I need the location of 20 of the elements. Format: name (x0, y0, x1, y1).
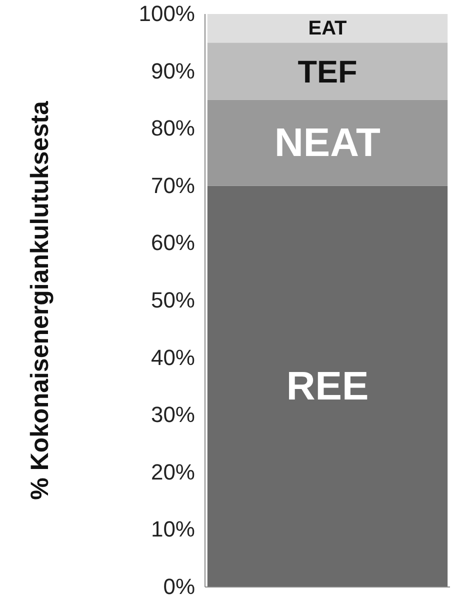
y-tick-label: 100% (138, 1, 195, 26)
y-tick-label: 80% (150, 116, 195, 141)
series-label: EAT (308, 17, 347, 40)
y-tick-label: 90% (150, 58, 195, 84)
y-tick-label: 20% (150, 459, 195, 484)
y-tick-label: 40% (150, 344, 195, 370)
series-label: NEAT (274, 120, 380, 165)
series-label: REE (286, 364, 369, 408)
bar (207, 14, 448, 43)
y-tick-label: 10% (150, 516, 195, 542)
y-tick-label: 30% (150, 402, 195, 428)
y-tick-label: 70% (150, 172, 195, 198)
bar (207, 186, 448, 587)
y-tick-label: 50% (150, 288, 195, 313)
y-axis-title: % Kokonaisenergiankulutuksesta (26, 100, 54, 500)
bar (207, 100, 448, 186)
bar (207, 42, 448, 100)
series-label: TEF (298, 53, 358, 90)
y-tick-label: 0% (163, 574, 195, 600)
y-tick-label: 60% (150, 230, 195, 256)
